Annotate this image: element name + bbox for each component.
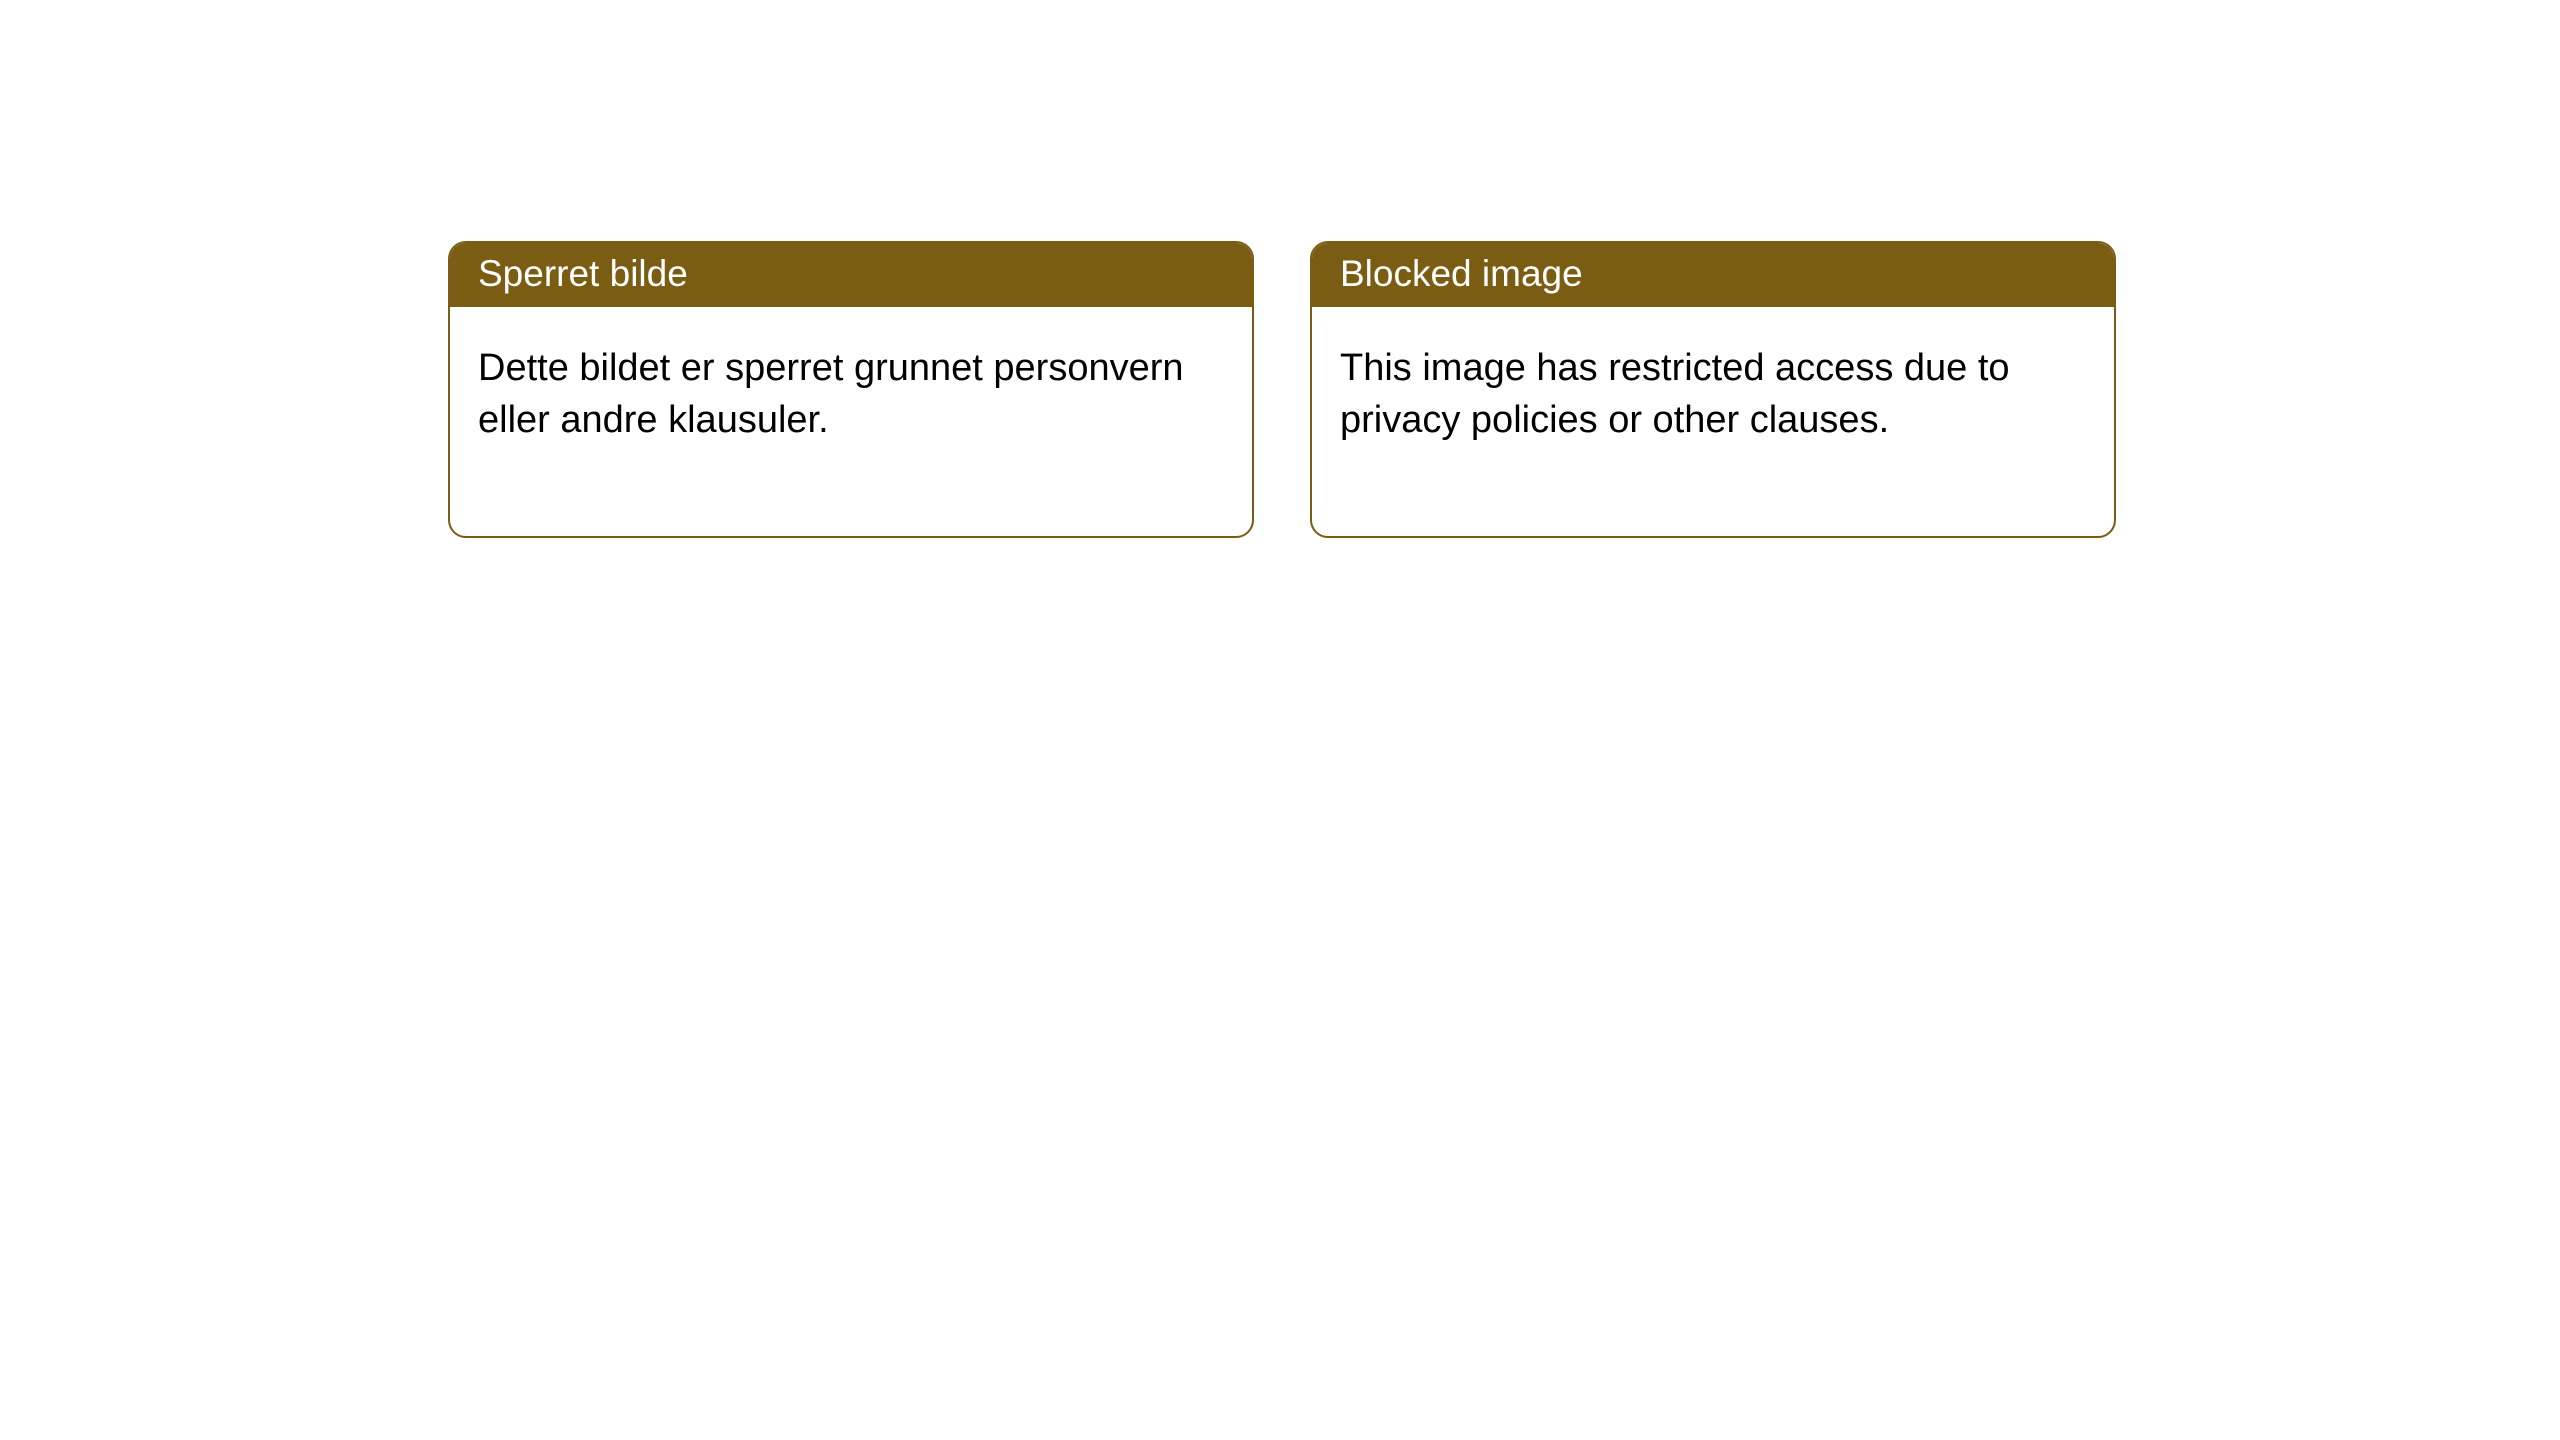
notice-body: Dette bildet er sperret grunnet personve…	[450, 307, 1252, 536]
notice-header: Blocked image	[1312, 243, 2114, 307]
notice-container: Sperret bilde Dette bildet er sperret gr…	[0, 0, 2560, 538]
notice-card-norwegian: Sperret bilde Dette bildet er sperret gr…	[448, 241, 1254, 538]
notice-header: Sperret bilde	[450, 243, 1252, 307]
notice-body: This image has restricted access due to …	[1312, 307, 2114, 536]
notice-card-english: Blocked image This image has restricted …	[1310, 241, 2116, 538]
